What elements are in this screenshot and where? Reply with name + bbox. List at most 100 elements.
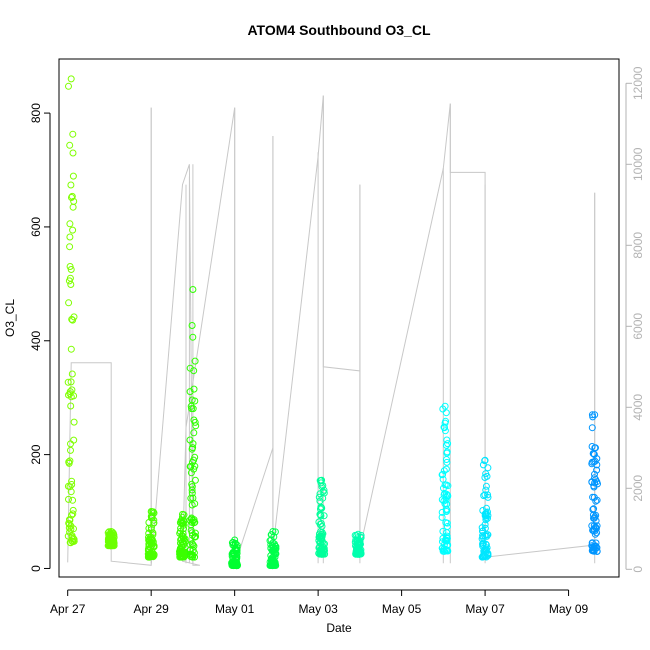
data-point: [443, 458, 451, 466]
data-point: [188, 396, 196, 404]
data-point: [442, 409, 450, 417]
data-point: [482, 470, 490, 478]
data-point: [67, 181, 75, 189]
data-point: [66, 243, 74, 251]
data-point: [440, 497, 448, 505]
data-point: [233, 549, 241, 557]
data-point: [68, 481, 76, 488]
data-point: [67, 345, 75, 353]
data-point: [67, 446, 74, 454]
data-point: [271, 540, 278, 548]
x-tick-label: May 09: [549, 602, 589, 616]
data-point: [320, 544, 328, 552]
data-point: [317, 534, 325, 542]
data-point: [484, 464, 492, 472]
data-point: [148, 512, 156, 520]
data-point: [316, 497, 324, 505]
data-point: [68, 477, 76, 485]
data-point: [479, 553, 487, 560]
y-tick-label: 400: [29, 330, 43, 350]
data-point: [68, 533, 76, 541]
data-point: [593, 466, 601, 474]
data-point: [70, 535, 78, 543]
data-point: [144, 545, 152, 553]
data-point: [593, 478, 601, 486]
y-axis-label: O3_CL: [3, 299, 17, 337]
data-point: [145, 536, 153, 544]
data-point: [188, 322, 196, 329]
data-point: [478, 524, 486, 532]
x-tick-label: May 03: [298, 602, 338, 616]
x-axis-label: Date: [326, 621, 352, 635]
data-point: [191, 476, 199, 484]
data-point: [484, 491, 492, 499]
data-point: [438, 471, 446, 479]
data-point: [479, 533, 487, 541]
data-point: [144, 553, 152, 561]
data-point: [187, 526, 195, 534]
data-point: [272, 549, 279, 557]
data-point: [319, 488, 327, 496]
data-point: [316, 543, 324, 550]
data-point: [189, 546, 197, 554]
data-point: [439, 527, 447, 535]
y2-tick-label: 10000: [631, 147, 645, 181]
data-point: [67, 378, 75, 386]
data-point: [354, 549, 362, 557]
data-point: [320, 489, 328, 497]
data-point: [438, 496, 446, 504]
data-point: [316, 510, 324, 518]
data-point: [269, 561, 277, 569]
data-point: [318, 476, 326, 484]
data-point: [189, 286, 197, 293]
x-tick-label: Apr 29: [133, 602, 169, 616]
data-point: [481, 491, 489, 499]
data-point: [69, 316, 77, 324]
data-point: [66, 220, 74, 228]
y-tick-label: 0: [29, 565, 43, 572]
data-point: [233, 553, 241, 561]
data-point: [176, 529, 184, 537]
data-point: [70, 436, 78, 444]
data-point: [68, 192, 76, 200]
data-point: [481, 474, 489, 481]
data-point: [444, 440, 452, 448]
data-point: [65, 299, 73, 307]
data-point: [443, 436, 451, 444]
data-point: [230, 549, 238, 557]
data-point: [268, 542, 276, 550]
data-point: [483, 532, 491, 540]
data-point: [70, 313, 78, 321]
data-point: [317, 504, 325, 511]
data-point: [192, 422, 200, 430]
data-point: [232, 554, 240, 562]
data-point: [593, 496, 601, 504]
data-point: [443, 506, 451, 514]
data-point: [481, 456, 489, 464]
data-point: [66, 274, 74, 282]
data-point: [69, 510, 77, 518]
data-point: [188, 445, 196, 453]
data-point: [592, 539, 600, 547]
data-point: [481, 512, 489, 520]
data-point: [65, 391, 72, 399]
y2-tick-label: 8000: [631, 232, 645, 259]
data-point: [187, 463, 195, 470]
data-point: [69, 496, 77, 504]
data-point: [320, 486, 328, 494]
data-point: [69, 149, 77, 157]
data-point: [66, 263, 74, 270]
data-point: [591, 474, 598, 482]
data-point: [482, 553, 490, 561]
data-point: [189, 553, 197, 561]
data-point: [70, 392, 78, 400]
data-point: [592, 497, 600, 505]
data-point: [67, 402, 75, 410]
data-point: [589, 450, 597, 457]
data-point: [66, 141, 74, 149]
data-point: [590, 514, 597, 522]
data-point: [593, 522, 601, 530]
data-point: [180, 540, 187, 548]
data-point: [315, 518, 323, 526]
